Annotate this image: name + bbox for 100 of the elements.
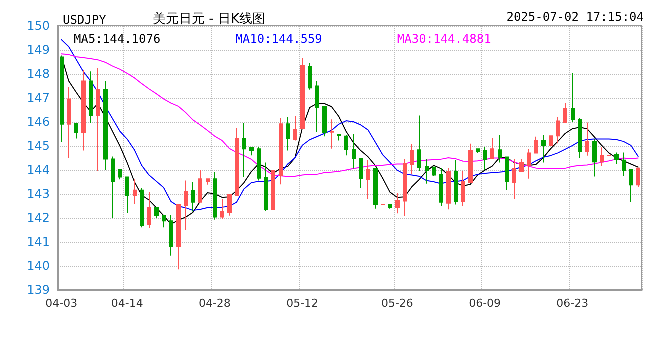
y-tick-label: 142 <box>27 211 50 225</box>
candlestick <box>636 168 640 188</box>
x-tick-label: 05-26 <box>381 297 414 310</box>
candlestick <box>614 152 619 165</box>
candlestick <box>483 146 487 171</box>
candlestick <box>439 168 443 207</box>
candlestick <box>249 146 254 156</box>
candlestick <box>235 128 239 196</box>
candlestick <box>191 182 195 212</box>
chart-subtitle: 美元日元 - 日K线图 <box>153 11 266 27</box>
candlestick <box>505 156 509 191</box>
candlestick <box>279 118 283 186</box>
x-tick-label: 06-23 <box>556 297 589 310</box>
candlestick <box>213 172 217 220</box>
candlestick <box>133 179 137 205</box>
y-tick-label: 139 <box>27 283 50 297</box>
candlestick <box>563 102 567 124</box>
candlestick <box>227 194 232 216</box>
candlestick <box>322 106 327 138</box>
candlestick <box>308 62 312 90</box>
line-series <box>61 54 639 178</box>
candlestick <box>410 144 414 175</box>
y-tick-label: 149 <box>27 43 50 57</box>
candlestick <box>446 168 451 210</box>
candlestick <box>578 118 582 158</box>
candlestick <box>67 86 71 158</box>
candlestick <box>176 204 181 270</box>
candlestick <box>373 168 378 210</box>
candlestick <box>271 170 275 211</box>
candlestick <box>206 178 210 186</box>
x-tick-label: 05-12 <box>286 297 319 310</box>
candlestick <box>81 70 86 152</box>
candlestick <box>395 192 400 214</box>
candlestick <box>359 158 363 189</box>
text: MA30:144.4881 <box>397 32 492 46</box>
y-tick-label: 145 <box>27 139 50 153</box>
candlestick <box>417 115 421 172</box>
y-tick-label: 146 <box>27 115 50 129</box>
candlestick <box>556 116 560 144</box>
candlestick <box>111 156 115 218</box>
y-tick-label: 143 <box>27 187 50 201</box>
chart-title: USDJPY <box>63 13 108 27</box>
y-tick-label: 144 <box>27 163 50 177</box>
candlestick <box>242 122 246 178</box>
candlestick <box>147 192 151 229</box>
candlestick <box>388 204 392 210</box>
y-tick-label: 141 <box>27 235 50 249</box>
x-tick-label: 06-09 <box>469 297 502 310</box>
series-label: MA5:144.1076 <box>74 32 161 46</box>
candlestick <box>103 80 108 171</box>
y-tick-label: 148 <box>27 67 50 81</box>
candlestick <box>293 116 297 142</box>
candlestick <box>432 166 436 177</box>
candlestick <box>461 170 465 207</box>
candlestick <box>257 146 261 182</box>
x-tick-label: 04-28 <box>198 297 231 310</box>
candlestick <box>592 138 597 178</box>
x-tick-label: 04-14 <box>111 297 144 310</box>
y-tick-label: 147 <box>27 91 50 105</box>
candlestick <box>571 73 575 122</box>
candlestick <box>476 148 480 154</box>
candlestick <box>89 71 93 124</box>
candlestick <box>366 160 370 200</box>
candlestick <box>519 158 524 173</box>
candlestick <box>264 162 268 212</box>
candlestick <box>337 134 341 142</box>
candlestick <box>220 198 224 220</box>
x-tick-label: 04-03 <box>46 297 78 310</box>
candlestick <box>198 170 202 204</box>
candlestick <box>403 158 407 218</box>
candlestick <box>454 160 458 206</box>
candlestick <box>600 147 604 167</box>
y-tick-label: 140 <box>27 259 50 273</box>
candlestick <box>490 138 494 160</box>
candlestick <box>118 169 122 180</box>
candlestick <box>344 134 348 156</box>
candlestick <box>162 215 166 228</box>
y-tick-label: 150 <box>27 19 50 33</box>
line-series <box>61 56 639 225</box>
candlestick <box>425 158 429 184</box>
candlestick <box>286 116 290 152</box>
text: 2025-07-02 17:15:04 <box>506 10 644 24</box>
candlestick <box>169 214 173 256</box>
candlestick <box>534 136 538 154</box>
candlestick <box>140 188 144 228</box>
candlestick <box>315 80 319 133</box>
candlestick <box>154 206 159 218</box>
candlestick <box>498 134 502 164</box>
candlestick <box>300 58 305 130</box>
candlestick <box>585 122 589 156</box>
candlestick <box>330 119 334 150</box>
text: MA10:144.559 <box>236 32 322 46</box>
candlestick <box>512 158 516 200</box>
candlestick <box>622 152 626 176</box>
candlestick <box>468 143 473 184</box>
candlestick <box>629 169 633 203</box>
candlestick <box>74 122 78 140</box>
candlestick <box>527 148 531 180</box>
candlestick <box>184 180 188 230</box>
candlestick <box>96 68 100 172</box>
